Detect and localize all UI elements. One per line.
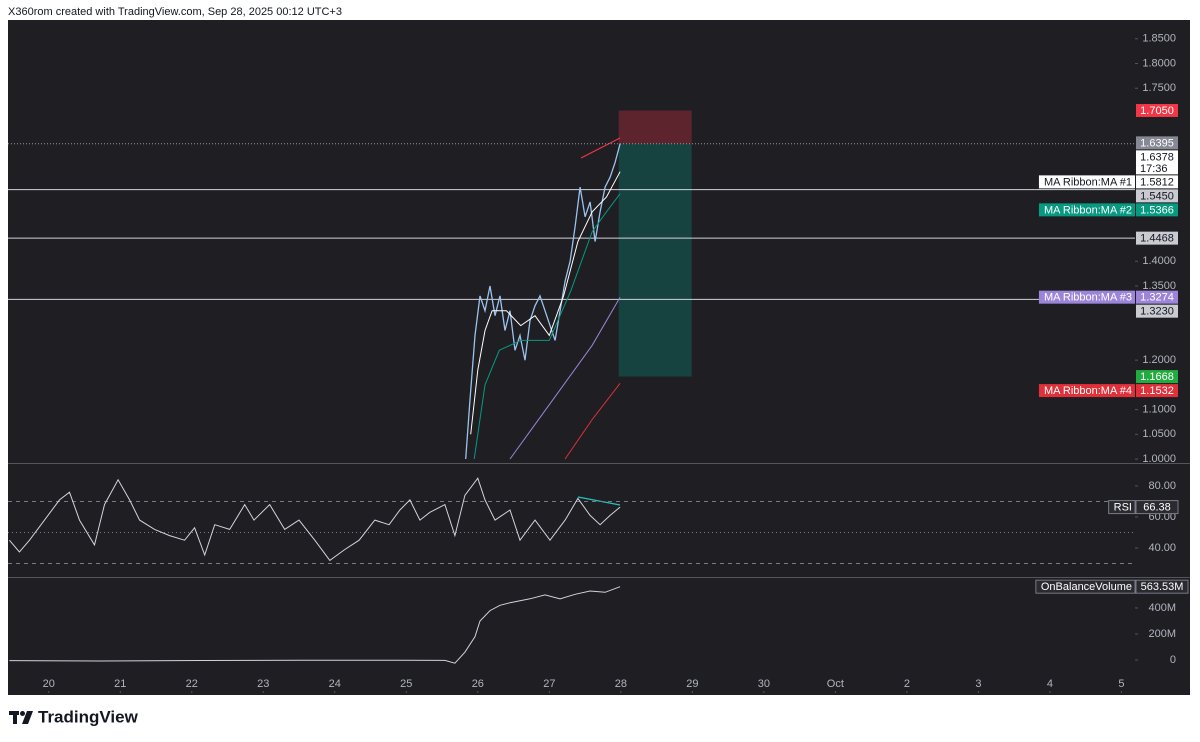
legend-entry-bg <box>1038 175 1135 189</box>
price-tag-bg <box>1136 189 1178 203</box>
y-tick-label: 1.7500 <box>1142 82 1176 94</box>
series-line <box>473 193 621 460</box>
y-tick-label: 1.3500 <box>1142 280 1176 292</box>
price-tag-bg <box>1136 231 1178 245</box>
x-tick-label: 26 <box>472 678 484 690</box>
price-tag: 1.6378 <box>1140 151 1174 163</box>
price-tag: 1.1532 <box>1140 385 1174 397</box>
y-tick-label: 1.8500 <box>1142 33 1176 45</box>
x-tick-label: 24 <box>329 678 341 690</box>
price-line <box>465 143 621 460</box>
price-tag: 1.5812 <box>1140 176 1174 188</box>
series-line <box>9 586 621 664</box>
price-tag-bg <box>1136 203 1178 217</box>
x-tick-label: 4 <box>1047 678 1053 690</box>
price-tag: 563.53M <box>1141 581 1184 593</box>
countdown: 17:36 <box>1140 163 1168 175</box>
legend-entry: MA Ribbon:MA #1 <box>1044 176 1132 188</box>
stop-zone <box>618 110 692 144</box>
y-tick-label: 1.2000 <box>1142 354 1176 366</box>
price-tag-bg <box>1135 579 1189 594</box>
price-tag-bg <box>1136 290 1178 304</box>
legend-entry: OnBalanceVolume <box>1041 581 1132 593</box>
y-tick-label: 40.00 <box>1148 542 1176 554</box>
x-tick-label: 27 <box>543 678 555 690</box>
legend-entry-bg <box>1038 203 1135 217</box>
y-tick-label: 200M <box>1148 628 1176 640</box>
price-tag-bg <box>1135 500 1179 515</box>
logo-mark <box>22 711 33 724</box>
target-zone <box>618 143 692 377</box>
x-tick-label: 30 <box>758 678 770 690</box>
x-tick-label: 29 <box>686 678 698 690</box>
logo: TradingView <box>9 707 139 726</box>
x-tick-label: Oct <box>827 678 844 690</box>
price-tag: 1.5366 <box>1140 204 1174 216</box>
x-tick-label: 22 <box>186 678 198 690</box>
legend-entry-bg <box>1035 579 1136 594</box>
legend-entry: RSI <box>1114 501 1132 513</box>
legend-entry: MA Ribbon:MA #4 <box>1044 385 1132 397</box>
divergence-line <box>580 137 621 159</box>
series-line <box>470 171 621 435</box>
x-tick-label: 23 <box>257 678 269 690</box>
y-tick-label: 1.8000 <box>1142 57 1176 69</box>
legend-entry-bg <box>1108 500 1136 515</box>
price-tag: 1.1668 <box>1140 371 1174 383</box>
legend-entry: MA Ribbon:MA #3 <box>1044 292 1132 304</box>
y-tick-label: 1.0000 <box>1142 453 1176 465</box>
plot-area: 1.85001.80001.75001.50001.40001.35001.20… <box>8 33 1189 693</box>
price-tag: 1.4468 <box>1140 233 1174 245</box>
price-tag-bg <box>1136 384 1178 398</box>
x-tick-label: 5 <box>1118 678 1124 690</box>
price-tag: 1.7050 <box>1140 105 1174 117</box>
x-tick-label: 3 <box>975 678 981 690</box>
series-line <box>509 296 621 460</box>
legend-entry-bg <box>1038 290 1135 304</box>
logo-mark <box>13 711 17 724</box>
legend-entry-bg <box>1038 384 1135 398</box>
price-tag-bg <box>1136 370 1178 384</box>
y-tick-label: 0 <box>1170 654 1176 666</box>
x-tick-label: 20 <box>43 678 55 690</box>
logo-mark <box>20 711 25 716</box>
price-tag: 1.6395 <box>1140 137 1174 149</box>
price-tag-bg <box>1136 175 1178 189</box>
price-tag-bg <box>1136 150 1178 175</box>
y-tick-label: 80.00 <box>1148 480 1176 492</box>
x-tick-label: 25 <box>400 678 412 690</box>
logo-text: TradingView <box>38 707 139 726</box>
y-tick-label: 1.1000 <box>1142 404 1176 416</box>
price-tag: 66.38 <box>1143 501 1171 513</box>
legend-entry: MA Ribbon:MA #2 <box>1044 204 1132 216</box>
x-tick-label: 2 <box>904 678 910 690</box>
price-tag-bg <box>1136 103 1178 117</box>
x-tick-label: 21 <box>114 678 126 690</box>
price-tag: 1.3230 <box>1140 306 1174 318</box>
price-tag: 1.5450 <box>1140 190 1174 202</box>
divergence-line <box>577 496 621 506</box>
price-tag: 1.3274 <box>1140 292 1174 304</box>
series-line <box>9 477 621 562</box>
price-tag-bg <box>1136 136 1178 150</box>
header-text: X360rom created with TradingView.com, Se… <box>8 6 342 18</box>
price-tag-bg <box>1136 304 1178 318</box>
y-tick-label: 1.0500 <box>1142 428 1176 440</box>
x-tick-label: 28 <box>615 678 627 690</box>
y-tick-label: 1.4000 <box>1142 255 1176 267</box>
chart-background <box>8 20 1190 695</box>
y-tick-label: 400M <box>1148 602 1176 614</box>
series-line <box>564 382 621 460</box>
